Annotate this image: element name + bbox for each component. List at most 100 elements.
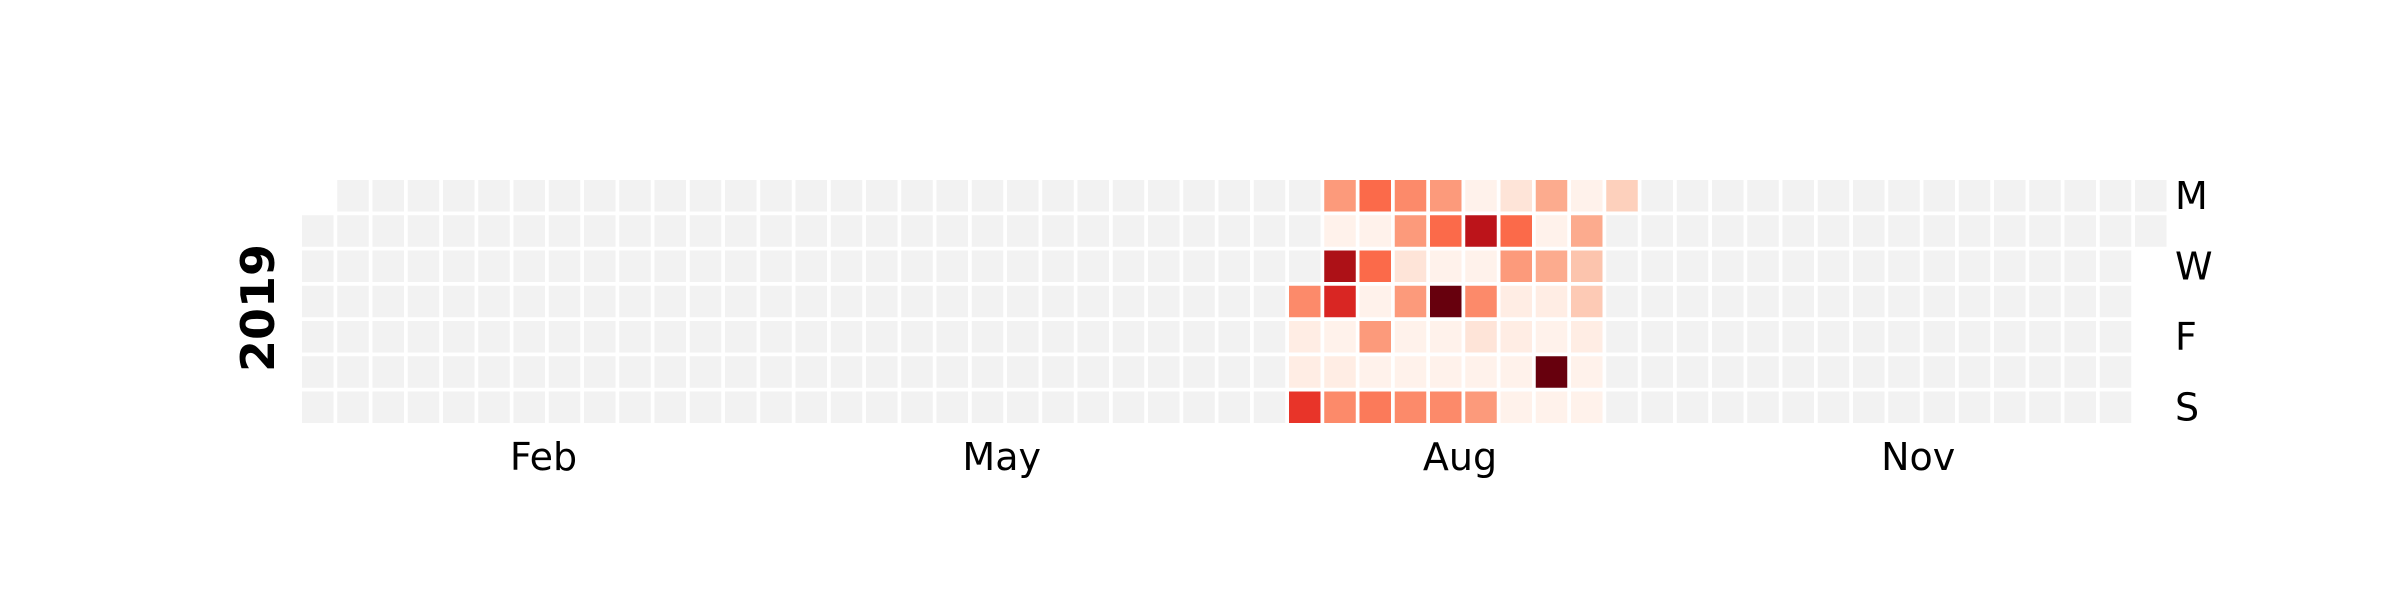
heatmap-cell xyxy=(830,391,863,423)
heatmap-cell xyxy=(1676,250,1709,282)
heatmap-cell xyxy=(513,321,545,353)
heatmap-cell xyxy=(1958,285,1991,318)
heatmap-cell xyxy=(1676,391,1709,423)
heatmap-cell xyxy=(866,250,898,282)
heatmap-cell xyxy=(689,321,722,353)
month-tick-label: Feb xyxy=(510,435,577,479)
heatmap-cell xyxy=(407,356,440,388)
heatmap-cell xyxy=(619,250,651,282)
heatmap-cell xyxy=(372,321,404,353)
heatmap-cell xyxy=(619,180,651,212)
heatmap-cell xyxy=(795,356,827,388)
heatmap-cell xyxy=(1712,356,1744,388)
heatmap-cell xyxy=(1923,285,1955,318)
heatmap-cell xyxy=(302,356,334,388)
heatmap-cell xyxy=(1148,215,1180,247)
heatmap-cell xyxy=(1324,321,1356,353)
heatmap-cell xyxy=(936,321,968,353)
heatmap-cell xyxy=(1042,391,1074,423)
heatmap-cell xyxy=(337,180,369,212)
heatmap-cell xyxy=(2099,215,2132,247)
heatmap-cell xyxy=(1606,250,1638,282)
heatmap-cell xyxy=(1430,180,1462,212)
heatmap-cell xyxy=(1817,356,1850,388)
heatmap-cell xyxy=(1077,356,1109,388)
heatmap-cell xyxy=(1359,321,1391,353)
heatmap-cell xyxy=(1148,356,1180,388)
heatmap-cell xyxy=(1676,180,1709,212)
heatmap-cell xyxy=(619,285,651,318)
month-tick-label: May xyxy=(962,435,1041,479)
heatmap-cell xyxy=(795,250,827,282)
heatmap-cell xyxy=(1923,321,1955,353)
heatmap-cell xyxy=(1641,391,1673,423)
heatmap-cell xyxy=(1853,321,1885,353)
heatmap-cell xyxy=(1782,180,1814,212)
heatmap-cell xyxy=(2099,285,2132,318)
heatmap-cell xyxy=(584,250,616,282)
heatmap-cell xyxy=(1994,285,2026,318)
heatmap-cell xyxy=(971,180,1004,212)
heatmap-cell xyxy=(1923,391,1955,423)
heatmap-cell xyxy=(1606,321,1638,353)
heatmap-cell xyxy=(1077,215,1109,247)
heatmap-cell xyxy=(689,391,722,423)
heatmap-cell xyxy=(1359,285,1391,318)
heatmap-cell xyxy=(1535,321,1568,353)
heatmap-cell xyxy=(302,391,334,423)
heatmap-cell xyxy=(1112,285,1145,318)
heatmap-cell xyxy=(1430,250,1462,282)
heatmap-cell xyxy=(1500,250,1532,282)
heatmap-cell xyxy=(1289,356,1321,388)
heatmap-cell xyxy=(689,180,722,212)
heatmap-cell xyxy=(443,391,475,423)
heatmap-cell xyxy=(1183,215,1215,247)
heatmap-cell xyxy=(760,285,792,318)
heatmap-cell xyxy=(478,215,510,247)
heatmap-cell xyxy=(1183,250,1215,282)
heatmap-cell xyxy=(795,321,827,353)
heatmap-cell xyxy=(795,391,827,423)
heatmap-cell xyxy=(1394,215,1427,247)
heatmap-cell xyxy=(1641,356,1673,388)
heatmap-cell xyxy=(1359,215,1391,247)
heatmap-cell xyxy=(302,285,334,318)
heatmap-cell xyxy=(936,285,968,318)
heatmap-cell xyxy=(1324,215,1356,247)
heatmap-cell xyxy=(2029,321,2061,353)
heatmap-cell xyxy=(2029,250,2061,282)
heatmap-cell xyxy=(901,250,933,282)
heatmap-cell xyxy=(1465,285,1497,318)
heatmap-cell xyxy=(1747,250,1779,282)
heatmap-cell xyxy=(1888,391,1920,423)
heatmap-cell xyxy=(1747,321,1779,353)
heatmap-cell xyxy=(795,215,827,247)
heatmap-cell xyxy=(478,180,510,212)
heatmap-cell xyxy=(1817,285,1850,318)
heatmap-cell xyxy=(689,215,722,247)
heatmap-cell xyxy=(866,391,898,423)
heatmap-cell xyxy=(337,321,369,353)
heatmap-cell xyxy=(548,180,581,212)
heatmap-cell xyxy=(866,285,898,318)
heatmap-cell xyxy=(1253,321,1286,353)
heatmap-cell xyxy=(372,391,404,423)
heatmap-cell xyxy=(1571,180,1603,212)
heatmap-cell xyxy=(2064,321,2096,353)
heatmap-cell xyxy=(548,285,581,318)
heatmap-cell xyxy=(1923,356,1955,388)
heatmap-cell xyxy=(1571,391,1603,423)
heatmap-cell xyxy=(1324,285,1356,318)
heatmap-cell xyxy=(1394,356,1427,388)
heatmap-cell xyxy=(1782,356,1814,388)
heatmap-cell xyxy=(1465,215,1497,247)
heatmap-cell xyxy=(548,391,581,423)
heatmap-cell xyxy=(302,250,334,282)
heatmap-cell xyxy=(1535,180,1568,212)
heatmap-cell xyxy=(725,250,757,282)
heatmap-cell xyxy=(830,215,863,247)
heatmap-cell xyxy=(1218,391,1250,423)
heatmap-cell xyxy=(1712,391,1744,423)
heatmap-cell xyxy=(1253,391,1286,423)
heatmap-cell xyxy=(760,391,792,423)
